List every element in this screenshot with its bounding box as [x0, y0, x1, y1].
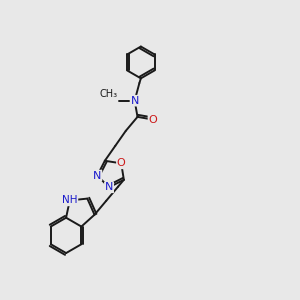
Text: N: N — [105, 182, 113, 192]
Text: CH₃: CH₃ — [100, 89, 118, 99]
Text: N: N — [93, 171, 101, 181]
Text: O: O — [148, 115, 157, 124]
Text: O: O — [117, 158, 126, 168]
Text: NH: NH — [62, 195, 77, 206]
Text: N: N — [130, 96, 139, 106]
